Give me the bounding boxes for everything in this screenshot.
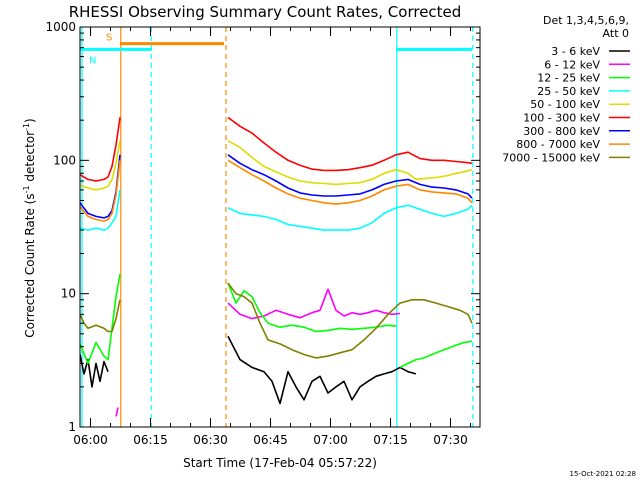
series-7000-15000-kev-seg-2 [227, 282, 473, 359]
footer-timestamp: 15-Oct-2021 02:28 [570, 470, 636, 478]
series-12-25-kev-seg-3 [399, 340, 473, 369]
y-tick-label-1000: 1000 [45, 20, 76, 34]
legend-header-line-2: Att 0 [603, 27, 629, 40]
legend-label-25-50-kev: 25 - 50 keV [537, 85, 600, 98]
y-axis-label-mid: detector [23, 131, 37, 186]
series-3-6-kev-seg-2 [227, 335, 417, 405]
y-tick-label-1: 1 [68, 420, 76, 434]
attenuator-bars: SN [80, 33, 472, 66]
series-300-800-kev-seg-1 [80, 154, 121, 219]
series-50-100-kev-seg-1 [80, 140, 121, 191]
series-group [80, 116, 473, 417]
series-12-25-kev-seg-1 [80, 274, 121, 365]
series-3-6-kev-seg-1 [80, 354, 109, 388]
series-7000-15000-kev-seg-1 [80, 299, 121, 333]
legend-label-100-300-kev: 100 - 300 keV [523, 112, 600, 125]
series-25-50-kev-seg-2 [227, 204, 473, 231]
y-axis-label-sup2: -1 [22, 123, 31, 131]
y-tick-label-100: 100 [53, 153, 76, 167]
series-800-7000-kev-seg-1 [80, 160, 121, 222]
plot-frame [79, 26, 481, 428]
x-tick-label-07-30: 07:30 [433, 433, 468, 447]
series-12-25-kev-seg-2 [227, 282, 397, 333]
bar-label-s: S [106, 33, 112, 44]
legend-label-3-6-kev: 3 - 6 keV [551, 45, 600, 58]
legend-label-50-100-kev: 50 - 100 keV [530, 98, 600, 111]
x-tick-label-06-00: 06:00 [73, 433, 108, 447]
x-tick-label-06-15: 06:15 [133, 433, 168, 447]
legend-header-line-1: Det 1,3,4,5,6,9, [543, 14, 629, 27]
series-6-12-kev-seg-2 [227, 288, 401, 320]
series-100-300-kev-seg-2 [227, 116, 473, 172]
series-300-800-kev-seg-2 [227, 154, 473, 199]
x-tick-label-07-00: 07:00 [313, 433, 348, 447]
series-6-12-kev-seg-1 [115, 407, 119, 417]
legend-label-6-12-kev: 6 - 12 keV [544, 58, 600, 71]
series-800-7000-kev-seg-2 [227, 159, 473, 205]
x-axis-label: Start Time (17-Feb-04 05:57:22) [183, 456, 377, 470]
series-50-100-kev-seg-2 [227, 140, 473, 186]
legend-header: Det 1,3,4,5,6,9, Att 0 [543, 14, 629, 40]
series-25-50-kev-seg-1 [80, 189, 121, 231]
y-axis-label-main: Corrected Count Rate (s [23, 193, 37, 337]
legend-label-300-800-kev: 300 - 800 keV [523, 125, 600, 138]
y-axis-label-sup1: -1 [22, 185, 31, 193]
y-axis-label: Corrected Count Rate (s-1 detector-1) [22, 118, 37, 337]
legend-label-800-7000-kev: 800 - 7000 keV [516, 138, 600, 151]
y-axis-label-end: ) [23, 118, 37, 123]
legend-label-12-25-kev: 12 - 25 keV [537, 72, 600, 85]
vertical-markers [81, 27, 474, 427]
legend-label-7000-15000-kev: 7000 - 15000 keV [502, 151, 600, 164]
x-tick-label-07-15: 07:15 [373, 433, 408, 447]
axes: 1 10 100 1000 06:00 06:15 06:30 06:45 07:00 07:15… [45, 20, 481, 447]
chart-title: RHESSI Observing Summary Count Rates, Co… [69, 3, 462, 21]
y-tick-label-10: 10 [61, 287, 76, 301]
x-tick-label-06-45: 06:45 [253, 433, 288, 447]
series-100-300-kev-seg-1 [80, 117, 121, 182]
bar-label-n: N [89, 55, 96, 66]
x-tick-label-06-30: 06:30 [193, 433, 228, 447]
